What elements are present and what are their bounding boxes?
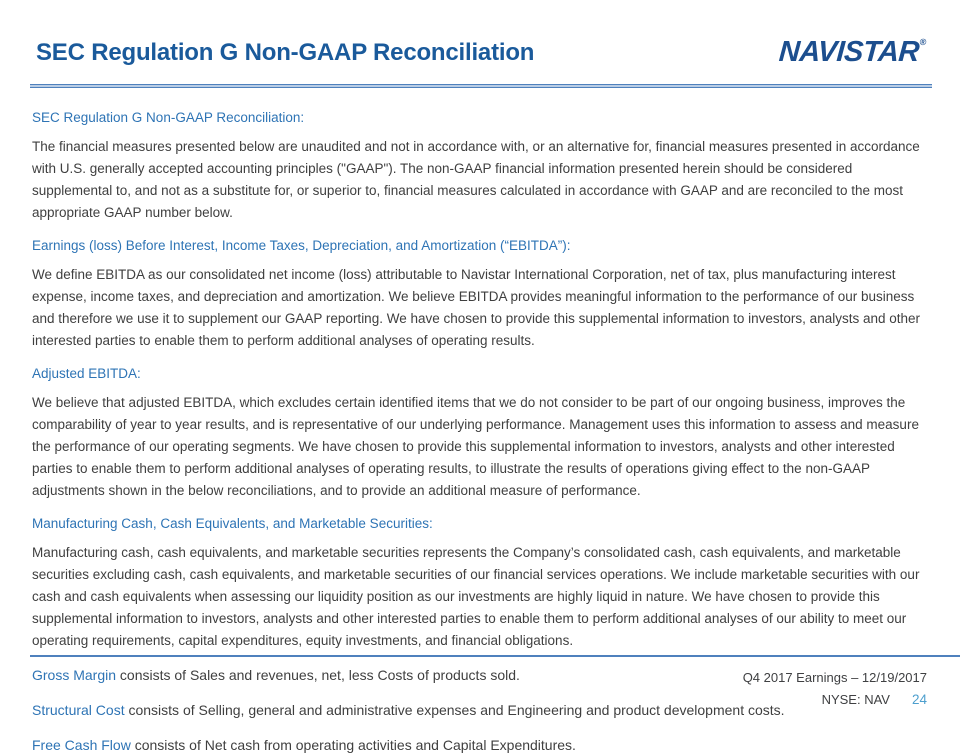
definition-term-free-cash-flow: Free Cash Flow: [32, 737, 131, 753]
definition-structural-cost: Structural Cost consists of Selling, gen…: [32, 700, 928, 721]
content: SEC Regulation G Non-GAAP Reconciliation…: [0, 88, 960, 756]
footer-ticker-label: NYSE: NAV: [821, 692, 890, 707]
definition-free-cash-flow: Free Cash Flow consists of Net cash from…: [32, 735, 928, 756]
definition-term-structural-cost: Structural Cost: [32, 702, 125, 718]
navistar-logo-text: NAVISTAR: [778, 36, 921, 68]
page-title: SEC Regulation G Non-GAAP Reconciliation: [36, 39, 535, 66]
footer-earnings-label: Q4 2017 Earnings – 12/19/2017: [742, 670, 927, 685]
section-heading-ebitda: Earnings (loss) Before Interest, Income …: [32, 238, 571, 253]
section-paragraph-ebitda: We define EBITDA as our consolidated net…: [32, 267, 921, 348]
header: SEC Regulation G Non-GAAP Reconciliation…: [0, 0, 960, 68]
footer-ticker-line: NYSE: NAV 24: [743, 688, 927, 712]
header-divider: [30, 84, 932, 88]
definition-text-free-cash-flow: consists of Net cash from operating acti…: [130, 737, 576, 753]
registered-mark: ®: [919, 37, 928, 47]
footer-divider: [30, 655, 960, 657]
footer: Q4 2017 Earnings – 12/19/2017 NYSE: NAV 2…: [743, 668, 927, 712]
section-heading-manufacturing-cash: Manufacturing Cash, Cash Equivalents, an…: [32, 516, 433, 531]
definition-term-gross-margin: Gross Margin: [32, 667, 117, 683]
definition-text-gross-margin: consists of Sales and revenues, net, les…: [116, 667, 520, 683]
navistar-logo: NAVISTAR®: [778, 36, 931, 68]
footer-page-number: 24: [911, 692, 927, 707]
definition-text-structural-cost: consists of Selling, general and adminis…: [124, 702, 785, 718]
definition-gross-margin: Gross Margin consists of Sales and reven…: [32, 665, 928, 686]
section-heading-regulation-g: SEC Regulation G Non-GAAP Reconciliation…: [32, 110, 305, 125]
section-heading-adjusted-ebitda: Adjusted EBITDA:: [32, 366, 141, 381]
section-paragraph-regulation-g: The financial measures presented below a…: [32, 139, 920, 220]
section-paragraph-adjusted-ebitda: We believe that adjusted EBITDA, which e…: [32, 395, 919, 498]
section-paragraph-manufacturing-cash: Manufacturing cash, cash equivalents, an…: [32, 545, 920, 648]
